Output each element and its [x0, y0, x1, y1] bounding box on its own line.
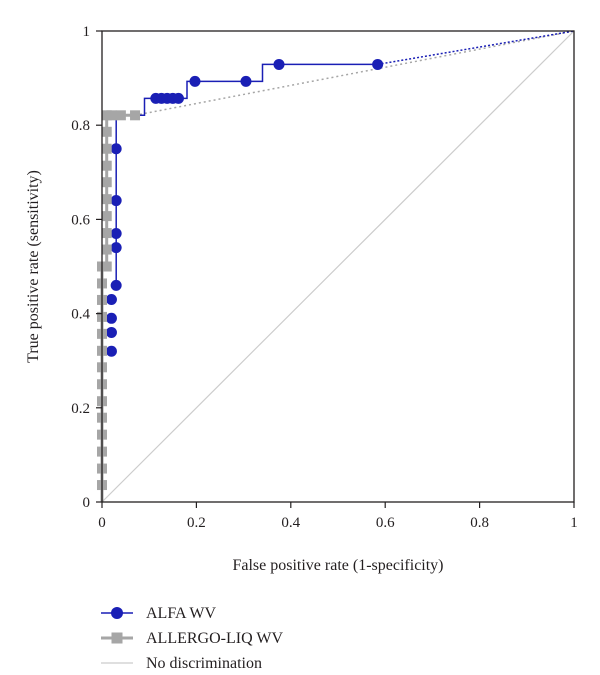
alfa-point	[172, 92, 184, 104]
axes: 0 0.2 0.4 0.6 0.8 1 0 0.2 0.4 0.6 0.8 1	[71, 24, 578, 531]
y-tick-label: 0	[83, 495, 91, 511]
allergo-point	[101, 194, 112, 205]
x-tick-label: 0.4	[281, 515, 300, 531]
allergo-point	[101, 211, 112, 222]
allergo-point	[101, 261, 112, 272]
y-tick-label: 0.4	[71, 307, 90, 323]
allergo-step-line	[100, 113, 135, 502]
allergo-point	[101, 160, 112, 171]
alfa-point	[110, 143, 122, 155]
plot-area	[97, 30, 575, 503]
x-tick-label: 0.6	[376, 515, 395, 531]
y-tick-label: 0.2	[71, 401, 90, 417]
legend-label: No discrimination	[146, 655, 262, 672]
legend-alfa-marker	[111, 607, 123, 619]
allergo-point	[130, 110, 141, 121]
alfa-point	[110, 279, 122, 291]
no-discrimination-line	[101, 30, 575, 503]
allergo-point	[101, 126, 112, 137]
y-tick-label: 1	[83, 24, 91, 40]
alfa-point	[273, 58, 285, 70]
x-tick-label: 0.8	[470, 515, 489, 531]
plot-frame	[101, 30, 575, 503]
allergo-point	[101, 143, 112, 154]
allergo-point	[106, 110, 117, 121]
legend-alfa: ALFA WV	[101, 605, 217, 622]
alfa-point	[105, 312, 117, 324]
x-axis-title: False positive rate (1-specificity)	[232, 557, 443, 574]
x-tick-label: 1	[570, 515, 578, 531]
legend-allergo-marker	[111, 632, 123, 644]
y-axis-title: True positive rate (sensitivity)	[25, 170, 42, 363]
legend-no-discrimination: No discrimination	[101, 655, 262, 672]
alfa-extrapolation-line	[377, 30, 575, 66]
x-tick-label: 0	[98, 515, 106, 531]
allergo-extrapolation-line	[134, 30, 575, 117]
allergo-point	[101, 177, 112, 188]
alfa-point	[110, 242, 122, 254]
alfa-point	[110, 195, 122, 207]
legend-label: ALLERGO-LIQ WV	[146, 630, 283, 647]
alfa-point	[110, 228, 122, 240]
allergo-point	[115, 110, 126, 121]
alfa-point	[189, 75, 201, 87]
alfa-point	[105, 293, 117, 305]
alfa-point	[105, 326, 117, 338]
y-tick-label: 0.6	[71, 212, 90, 228]
allergo-point	[101, 244, 112, 255]
y-tick-label: 0.8	[71, 118, 90, 134]
legend: ALFA WV ALLERGO-LIQ WV No discrimination	[101, 605, 283, 672]
alfa-point	[240, 75, 252, 87]
x-tick-label: 0.2	[187, 515, 206, 531]
allergo-point	[101, 228, 112, 239]
alfa-point	[372, 58, 384, 70]
alfa-point	[105, 345, 117, 357]
legend-label: ALFA WV	[146, 605, 217, 622]
legend-allergo: ALLERGO-LIQ WV	[101, 630, 283, 647]
